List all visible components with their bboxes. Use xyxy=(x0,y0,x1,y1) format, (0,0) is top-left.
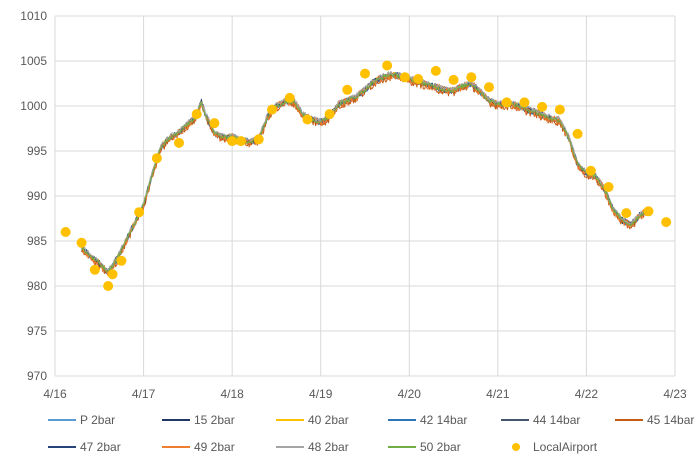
legend-label: LocalAirport xyxy=(533,440,598,454)
airport-point xyxy=(413,74,424,84)
airport-point xyxy=(519,97,530,108)
airport-point xyxy=(227,136,238,147)
legend-label: 49 2bar xyxy=(194,440,235,454)
airport-point xyxy=(466,72,477,83)
airport-point xyxy=(76,237,87,248)
airport-point xyxy=(236,136,246,147)
legend-label: 47 2bar xyxy=(80,440,121,454)
legend-item: P 2bar xyxy=(48,413,115,427)
airport-point xyxy=(661,217,672,228)
y-tick-label: 1000 xyxy=(20,99,47,113)
x-tick-label: 4/22 xyxy=(575,387,599,401)
airport-point xyxy=(60,227,71,237)
airport-point xyxy=(134,207,145,218)
airport-point xyxy=(89,264,100,275)
legend-label: 42 14bar xyxy=(420,413,467,427)
airport-point xyxy=(116,255,127,266)
airport-point xyxy=(324,109,335,120)
legend-label: 45 14bar xyxy=(647,413,694,427)
airport-point xyxy=(554,104,565,115)
airport-point xyxy=(267,104,277,115)
legend-item: 15 2bar xyxy=(162,413,235,427)
x-tick-label: 4/17 xyxy=(132,387,156,401)
airport-point xyxy=(174,137,184,148)
legend-item: 49 2bar xyxy=(162,440,235,454)
y-axis-ticks: 970 975 980 985 990 995 1000 1005 1010 xyxy=(20,9,47,383)
airport-point xyxy=(360,68,370,79)
y-tick-label: 970 xyxy=(27,369,47,383)
x-tick-label: 4/21 xyxy=(486,387,510,401)
x-axis-ticks: 4/16 4/17 4/18 4/19 4/20 4/21 4/22 4/23 xyxy=(43,387,687,401)
airport-point xyxy=(448,74,459,85)
airport-point xyxy=(430,65,441,76)
y-tick-label: 975 xyxy=(27,324,47,338)
legend-label: 50 2bar xyxy=(420,440,461,454)
airport-point xyxy=(501,97,512,108)
legend-label: P 2bar xyxy=(80,413,115,427)
x-tick-label: 4/20 xyxy=(398,387,422,401)
series-lines xyxy=(81,71,649,276)
y-tick-label: 1010 xyxy=(20,9,47,23)
legend-marker xyxy=(512,443,520,451)
airport-point xyxy=(621,208,632,219)
airport-point xyxy=(537,101,548,112)
series-line-9 xyxy=(81,72,649,272)
legend-label: 44 14bar xyxy=(533,413,580,427)
airport-point xyxy=(603,182,614,192)
airport-point xyxy=(151,153,162,164)
airport-point xyxy=(284,92,295,103)
y-tick-label: 990 xyxy=(27,189,47,203)
legend-item: LocalAirport xyxy=(512,440,598,454)
airport-point xyxy=(302,114,313,125)
y-tick-label: 985 xyxy=(27,234,47,248)
y-tick-label: 995 xyxy=(27,144,47,158)
local-airport-points xyxy=(60,60,672,291)
x-tick-label: 4/19 xyxy=(309,387,333,401)
airport-point xyxy=(572,128,583,139)
legend-label: 48 2bar xyxy=(308,440,349,454)
legend-item: 48 2bar xyxy=(276,440,349,454)
airport-point xyxy=(253,134,264,145)
x-tick-label: 4/18 xyxy=(220,387,244,401)
airport-point xyxy=(191,109,202,120)
airport-point xyxy=(484,82,494,93)
airport-point xyxy=(342,84,353,95)
x-tick-label: 4/16 xyxy=(43,387,67,401)
legend-item: 47 2bar xyxy=(48,440,121,454)
airport-point xyxy=(209,118,220,129)
gridlines xyxy=(54,15,676,377)
airport-point xyxy=(585,165,596,176)
airport-point xyxy=(382,60,393,71)
airport-point xyxy=(399,72,410,83)
airport-point xyxy=(107,269,118,280)
x-tick-label: 4/23 xyxy=(663,387,687,401)
legend-item: 45 14bar xyxy=(615,413,694,427)
legend-label: 15 2bar xyxy=(194,413,235,427)
airport-point xyxy=(643,206,654,217)
legend-item: 50 2bar xyxy=(388,440,461,454)
y-tick-label: 1005 xyxy=(20,54,47,68)
legend-item: 40 2bar xyxy=(276,413,349,427)
y-tick-label: 980 xyxy=(27,279,47,293)
legend: P 2bar 15 2bar 40 2bar 42 14bar 44 14bar 45 1… xyxy=(48,413,694,454)
legend-item: 42 14bar xyxy=(388,413,467,427)
legend-item: 44 14bar xyxy=(501,413,580,427)
legend-label: 40 2bar xyxy=(308,413,349,427)
airport-point xyxy=(103,281,114,291)
